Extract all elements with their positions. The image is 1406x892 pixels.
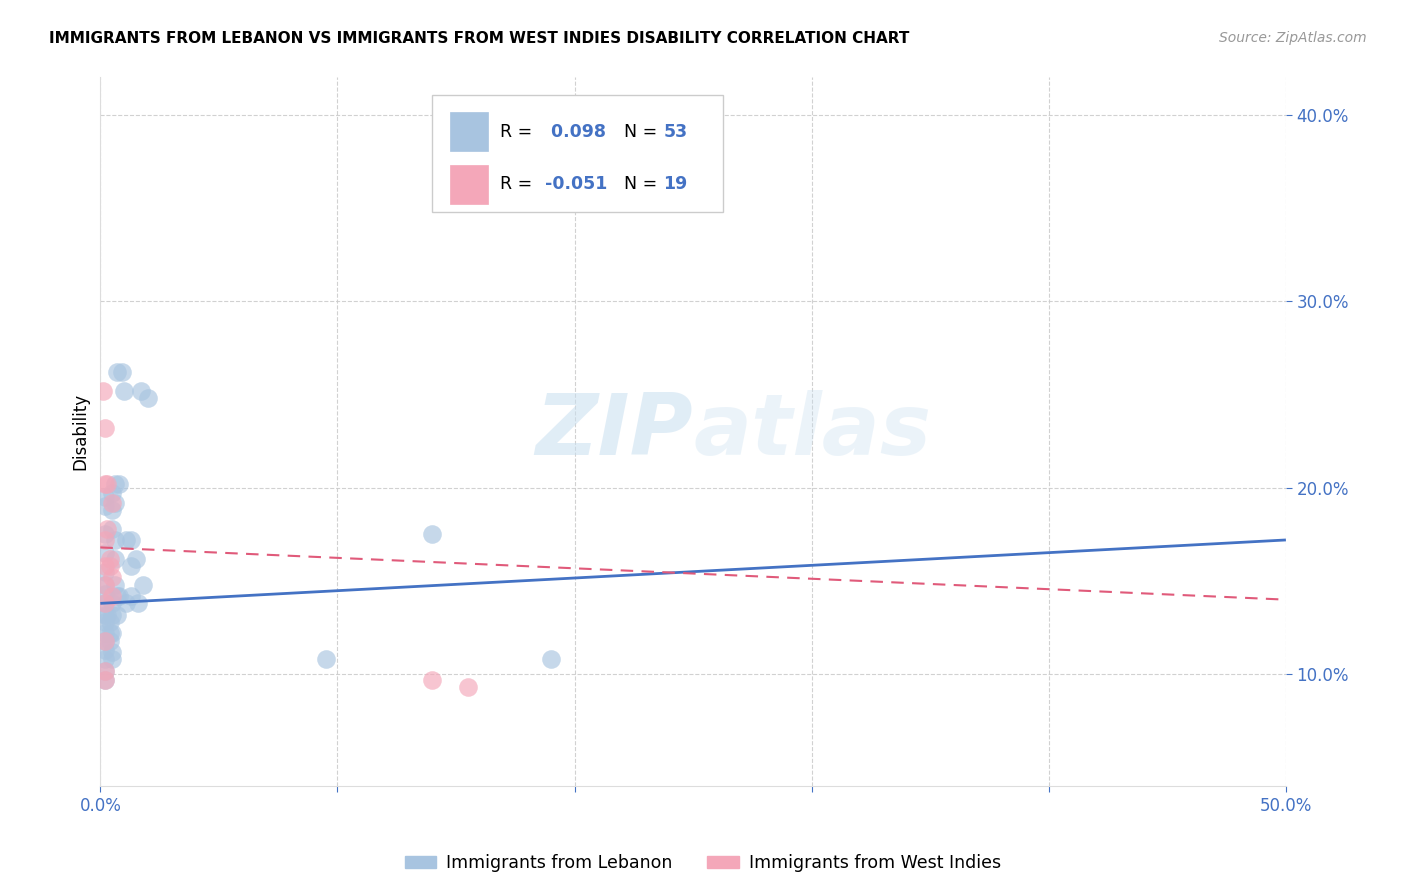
Point (115, 596, 138, 610)
Point (101, 645, 124, 659)
Point (125, 551, 148, 566)
Point (420, 527, 443, 541)
Point (96, 607, 118, 622)
Point (94, 477, 117, 491)
Text: IMMIGRANTS FROM LEBANON VS IMMIGRANTS FROM WEST INDIES DISABILITY CORRELATION CH: IMMIGRANTS FROM LEBANON VS IMMIGRANTS FR… (49, 31, 910, 46)
Point (105, 607, 128, 622)
Text: 53: 53 (664, 123, 688, 141)
Point (94, 673, 117, 687)
Point (101, 570, 124, 584)
Point (101, 486, 124, 500)
Point (94, 559, 117, 574)
Point (111, 365, 134, 379)
Point (101, 589, 124, 603)
Point (108, 477, 131, 491)
Point (420, 673, 443, 687)
Point (101, 626, 124, 640)
Text: R =: R = (501, 176, 537, 194)
Point (101, 652, 124, 666)
Point (94, 643, 117, 657)
Point (94, 673, 117, 687)
Point (540, 652, 562, 666)
Point (94, 527, 117, 541)
Point (127, 596, 149, 610)
Point (94, 490, 117, 504)
Point (98, 615, 121, 629)
FancyBboxPatch shape (450, 112, 488, 151)
Point (94, 533, 117, 547)
Point (94, 500, 117, 514)
Point (103, 533, 125, 547)
Text: N =: N = (613, 123, 662, 141)
Point (101, 596, 124, 610)
Point (101, 607, 124, 622)
Text: N =: N = (613, 176, 662, 194)
Point (315, 652, 337, 666)
Point (101, 496, 124, 510)
Point (94, 633, 117, 648)
Point (103, 551, 125, 566)
Text: Source: ZipAtlas.com: Source: ZipAtlas.com (1219, 31, 1367, 45)
Text: -0.051: -0.051 (546, 176, 607, 194)
Text: ZIP: ZIP (536, 391, 693, 474)
Point (103, 496, 125, 510)
Point (103, 578, 125, 592)
Point (94, 578, 117, 592)
Point (96, 477, 118, 491)
Point (98, 551, 121, 566)
Point (98, 633, 121, 648)
Point (94, 607, 117, 622)
Point (94, 596, 117, 610)
Point (112, 384, 135, 398)
Point (103, 477, 125, 491)
Point (132, 578, 155, 592)
Legend: Immigrants from Lebanon, Immigrants from West Indies: Immigrants from Lebanon, Immigrants from… (398, 847, 1008, 879)
Point (96, 522, 118, 536)
Point (98, 626, 121, 640)
Point (94, 626, 117, 640)
Point (94, 578, 117, 592)
Point (101, 522, 124, 536)
Point (136, 391, 159, 405)
Point (94, 565, 117, 579)
Point (108, 589, 131, 603)
Point (120, 589, 142, 603)
Point (94, 596, 117, 610)
Point (101, 503, 124, 517)
Point (115, 533, 138, 547)
Point (457, 681, 479, 695)
Point (94, 633, 117, 648)
Y-axis label: Disability: Disability (72, 393, 89, 470)
Text: R =: R = (501, 123, 537, 141)
Point (94, 664, 117, 678)
Point (94, 587, 117, 601)
Point (94, 615, 117, 629)
Point (105, 365, 128, 379)
Point (105, 589, 128, 603)
Point (94, 652, 117, 666)
Text: 19: 19 (664, 176, 688, 194)
Point (120, 559, 142, 574)
Point (129, 384, 152, 398)
Text: 0.098: 0.098 (546, 123, 606, 141)
Point (94, 421, 117, 435)
Point (120, 533, 142, 547)
FancyBboxPatch shape (450, 165, 488, 204)
Point (91, 384, 114, 398)
Text: atlas: atlas (693, 391, 931, 474)
Point (98, 559, 121, 574)
FancyBboxPatch shape (432, 95, 723, 212)
Point (94, 546, 117, 560)
Point (94, 664, 117, 678)
